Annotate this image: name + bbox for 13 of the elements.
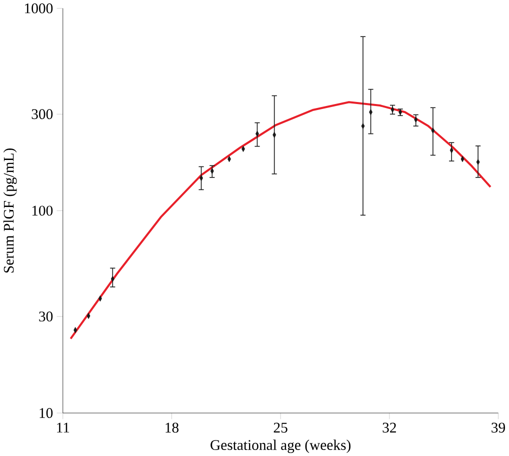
line-series bbox=[70, 100, 492, 340]
y-tick-label: 30 bbox=[39, 311, 53, 322]
x-tick-label: 11 bbox=[57, 422, 70, 432]
y-tick-label: 1000 bbox=[25, 3, 53, 14]
x-axis-title: Gestational age (weeks) bbox=[210, 439, 350, 453]
x-tick-label: 39 bbox=[492, 422, 505, 432]
x-tick-label: 32 bbox=[382, 422, 396, 432]
y-tick-label: 300 bbox=[32, 108, 53, 119]
x-tick-label: 25 bbox=[274, 422, 288, 432]
y-tick-label: 100 bbox=[32, 206, 53, 216]
y-axis-title: Serum PlGF (pg/mL) bbox=[3, 148, 17, 272]
y-tick-label: 10 bbox=[40, 408, 53, 418]
x-tick-label: 18 bbox=[166, 422, 179, 432]
